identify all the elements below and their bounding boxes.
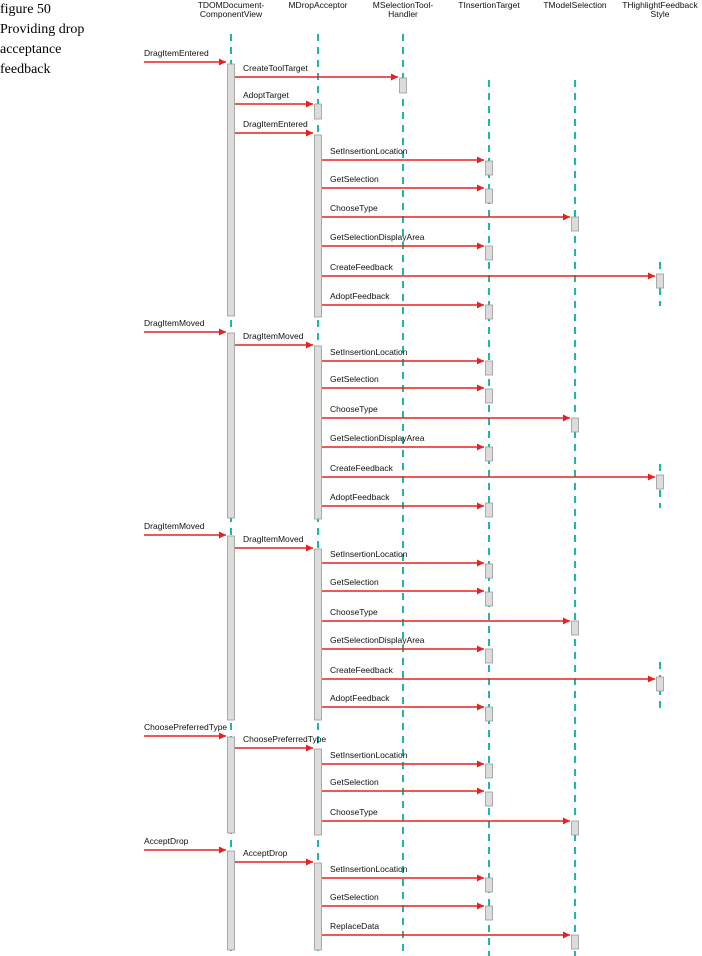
message-label: CreateToolTarget <box>243 63 308 73</box>
figure-caption: figure 50 Providing drop acceptance feed… <box>0 0 120 80</box>
activation-bar-target <box>485 591 493 607</box>
activation-bar-target <box>485 160 493 176</box>
message-label: GetSelection <box>330 777 379 787</box>
message-label: DragItemMoved <box>144 521 205 531</box>
message-label: AdoptTarget <box>243 90 289 100</box>
message-label: AcceptDrop <box>144 836 189 846</box>
message-label: ReplaceData <box>330 921 379 931</box>
participant-label-feedback: THighlightFeedback Style <box>622 0 698 19</box>
message-label: SetInsertionLocation <box>330 864 408 874</box>
activation-bar-acceptor <box>314 862 322 951</box>
message-label: SetInsertionLocation <box>330 146 408 156</box>
message-label: AdoptFeedback <box>330 693 390 703</box>
message-label: AdoptFeedback <box>330 291 390 301</box>
activation-bar-acceptor <box>314 548 322 721</box>
activation-bar-target <box>485 245 493 261</box>
activation-bar-model <box>571 417 579 433</box>
participant-label-line: MSelectionTool- <box>373 0 434 10</box>
activation-bar-target <box>485 877 493 893</box>
participant-label-line: TDOMDocument- <box>198 0 265 10</box>
activation-bar-view <box>227 736 235 834</box>
activation-bar-view <box>227 850 235 951</box>
message-label: DragItemMoved <box>243 534 304 544</box>
participant-label-line: Handler <box>388 9 418 19</box>
message-label: GetSelection <box>330 174 379 184</box>
activation-bar-target <box>485 706 493 722</box>
message-label: ChooseType <box>330 607 378 617</box>
participant-label-model: TModelSelection <box>543 0 607 10</box>
message-label: AcceptDrop <box>243 848 288 858</box>
activation-bar-feedback <box>656 676 664 692</box>
activation-bar-target <box>485 648 493 664</box>
activation-bar-target <box>485 304 493 320</box>
figure-title-line-2: acceptance <box>0 42 62 57</box>
figure-title-line-3: feedback <box>0 62 51 77</box>
activation-bar-target <box>485 502 493 518</box>
participant-label-view: TDOMDocument-ComponentView <box>198 0 265 19</box>
activation-bar-target <box>485 905 493 921</box>
message-label: ChoosePreferredType <box>243 734 326 744</box>
message-label: GetSelection <box>330 374 379 384</box>
activation-bar-acceptor <box>314 345 322 520</box>
activation-bar-model <box>571 216 579 232</box>
participant-label-line: TInsertionTarget <box>458 0 520 10</box>
activation-bar-model <box>571 934 579 950</box>
message-label: GetSelectionDisplayArea <box>330 232 425 242</box>
activation-bar-view <box>227 63 235 317</box>
message-label: SetInsertionLocation <box>330 750 408 760</box>
message-label: DragItemMoved <box>144 318 205 328</box>
activation-bar-view <box>227 332 235 519</box>
activation-bar-target <box>485 763 493 779</box>
activation-bar-feedback <box>656 273 664 289</box>
activation-bar-acceptor <box>314 103 322 120</box>
message-label: CreateFeedback <box>330 463 394 473</box>
message-label: ChooseType <box>330 203 378 213</box>
figure-number: figure 50 <box>0 2 51 17</box>
activation-bar-target <box>485 563 493 579</box>
activation-bar-view <box>227 535 235 721</box>
message-label: AdoptFeedback <box>330 492 390 502</box>
activation-bar-handler <box>399 77 407 94</box>
participant-label-line: MDropAcceptor <box>288 0 347 10</box>
activation-bar-target <box>485 446 493 462</box>
participant-label-line: ComponentView <box>200 9 263 19</box>
message-label: ChooseType <box>330 404 378 414</box>
activation-bar-target <box>485 388 493 404</box>
activation-bar-acceptor <box>314 748 322 836</box>
message-label: GetSelection <box>330 892 379 902</box>
message-label: CreateFeedback <box>330 262 394 272</box>
message-label: GetSelectionDisplayArea <box>330 433 425 443</box>
participant-label-line: Style <box>651 9 670 19</box>
activation-bar-model <box>571 820 579 836</box>
message-label: DragItemEntered <box>144 48 209 58</box>
message-label: CreateFeedback <box>330 665 394 675</box>
participant-label-acceptor: MDropAcceptor <box>288 0 347 10</box>
participant-label-target: TInsertionTarget <box>458 0 520 10</box>
message-label: SetInsertionLocation <box>330 549 408 559</box>
message-label: ChoosePreferredType <box>144 722 227 732</box>
figure-title-line-1: Providing drop <box>0 22 85 37</box>
activation-bar-target <box>485 791 493 807</box>
activation-bar-feedback <box>656 474 664 490</box>
activation-bar-model <box>571 620 579 636</box>
activation-bar-target <box>485 360 493 376</box>
message-label: GetSelection <box>330 577 379 587</box>
message-label: DragItemMoved <box>243 331 304 341</box>
message-label: SetInsertionLocation <box>330 347 408 357</box>
activation-bar-target <box>485 188 493 204</box>
participant-label-handler: MSelectionTool-Handler <box>373 0 434 19</box>
message-label: GetSelectionDisplayArea <box>330 635 425 645</box>
message-label: ChooseType <box>330 807 378 817</box>
message-label: DragItemEntered <box>243 119 308 129</box>
participant-label-line: THighlightFeedback <box>622 0 698 10</box>
participant-label-line: TModelSelection <box>543 0 607 10</box>
activation-bar-acceptor <box>314 134 322 318</box>
